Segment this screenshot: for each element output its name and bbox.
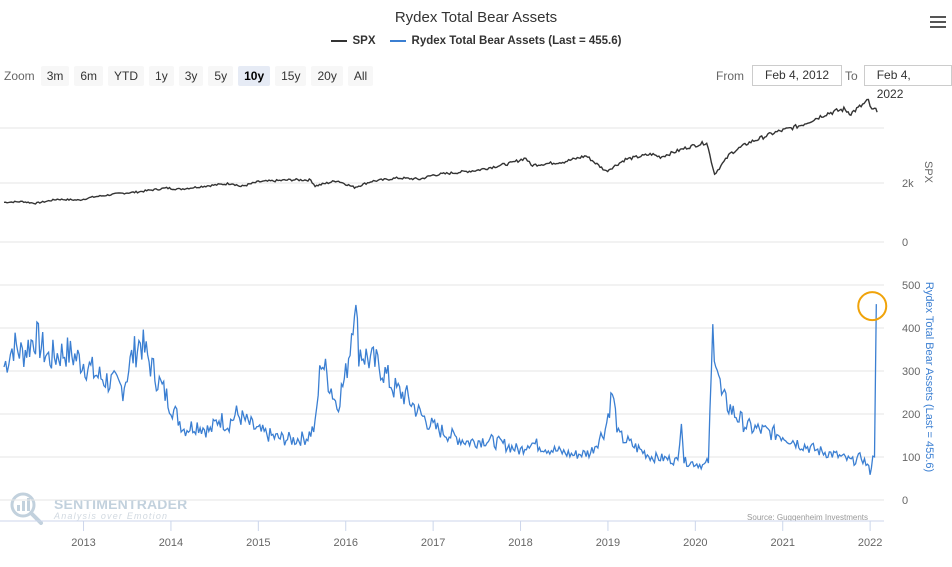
bear-tick-label: 400 bbox=[902, 323, 920, 335]
spx-axis-title: SPX bbox=[922, 161, 934, 184]
x-tick-label: 2017 bbox=[421, 537, 445, 549]
zoom-button-10y[interactable]: 10y bbox=[238, 66, 271, 86]
zoom-button-ytd[interactable]: YTD bbox=[108, 66, 145, 86]
spx-tick-label: 0 bbox=[902, 237, 908, 249]
x-tick-label: 2022 bbox=[858, 537, 882, 549]
hamburger-menu-icon[interactable] bbox=[930, 16, 946, 31]
zoom-button-3m[interactable]: 3m bbox=[40, 66, 70, 86]
zoom-bar: Zoom 3m 6m YTD 1y 3y 5y 10y 15y 20y All bbox=[4, 66, 378, 86]
x-tick-label: 2019 bbox=[596, 537, 620, 549]
zoom-button-20y[interactable]: 20y bbox=[311, 66, 343, 86]
x-tick-label: 2013 bbox=[71, 537, 95, 549]
zoom-label: Zoom bbox=[4, 69, 35, 83]
x-tick-label: 2014 bbox=[159, 537, 183, 549]
bear-tick-label: 0 bbox=[902, 495, 908, 507]
bear-axis-title: Rydex Total Bear Assets (Last = 455.6) bbox=[923, 282, 935, 472]
bear-tick-label: 300 bbox=[902, 366, 920, 378]
range-from-label: From bbox=[716, 68, 744, 83]
bear-tick-label: 200 bbox=[902, 409, 920, 421]
highlight-circle bbox=[857, 291, 888, 322]
x-tick-label: 2015 bbox=[246, 537, 270, 549]
range-to-label: To bbox=[845, 68, 858, 83]
x-tick-label: 2018 bbox=[508, 537, 532, 549]
legend-label-spx: SPX bbox=[352, 35, 376, 47]
legend-swatch-bear-assets bbox=[389, 40, 406, 42]
x-tick-label: 2020 bbox=[683, 537, 707, 549]
zoom-button-6m[interactable]: 6m bbox=[74, 66, 104, 86]
chart-title: Rydex Total Bear Assets bbox=[394, 9, 558, 26]
range-from-input[interactable]: Feb 4, 2012 bbox=[752, 65, 843, 86]
x-tick-label: 2021 bbox=[770, 537, 794, 549]
zoom-button-1y[interactable]: 1y bbox=[149, 66, 174, 86]
bear-assets-series-line bbox=[3, 304, 877, 475]
spx-tick-label: 2k bbox=[902, 178, 914, 190]
bear-tick-label: 500 bbox=[902, 280, 920, 292]
legend-item-bear-assets[interactable]: Rydex Total Bear Assets (Last = 455.6) bbox=[389, 35, 622, 47]
range-to: To Feb 4, 2022 bbox=[845, 65, 952, 101]
zoom-button-3y[interactable]: 3y bbox=[178, 66, 204, 86]
x-tick-label: 2016 bbox=[333, 537, 357, 549]
range-to-input[interactable]: Feb 4, 2022 bbox=[863, 65, 952, 101]
zoom-button-5y[interactable]: 5y bbox=[208, 66, 234, 86]
zoom-button-all[interactable]: All bbox=[347, 66, 374, 86]
spx-series-line bbox=[3, 98, 878, 205]
zoom-button-15y[interactable]: 15y bbox=[275, 66, 307, 86]
legend: SPX Rydex Total Bear Assets (Last = 455.… bbox=[0, 35, 952, 47]
bear-tick-label: 100 bbox=[902, 452, 920, 464]
legend-label-bear-assets: Rydex Total Bear Assets (Last = 455.6) bbox=[411, 35, 622, 47]
logo-tagline: Analysis over Emotion bbox=[54, 510, 169, 521]
source-credit: Source: Guggenheim Investments bbox=[747, 513, 868, 522]
legend-swatch-spx bbox=[330, 40, 347, 42]
legend-item-spx[interactable]: SPX bbox=[330, 35, 376, 47]
range-from: From Feb 4, 2012 bbox=[716, 65, 843, 86]
